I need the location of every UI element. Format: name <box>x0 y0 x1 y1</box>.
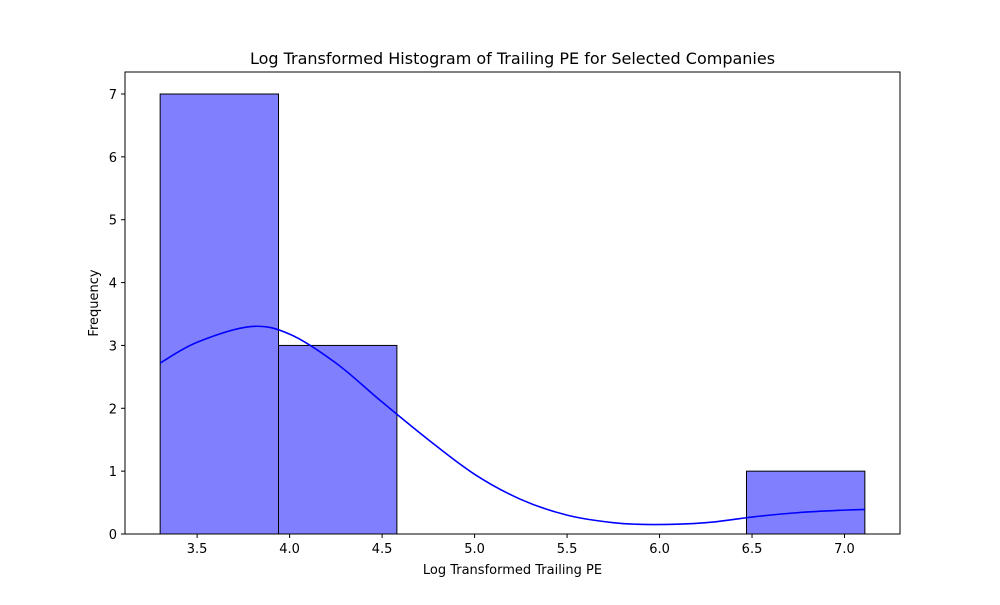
kde-curve <box>159 325 865 526</box>
histogram-bar-1 <box>278 344 398 535</box>
y-axis-ticks: 0 1 2 3 4 5 6 7 <box>109 88 125 543</box>
histogram-bar-5 <box>745 470 866 535</box>
y-tick-label: 0 <box>109 528 117 543</box>
y-tick-label: 7 <box>109 88 117 103</box>
x-tick-label: 3.5 <box>187 542 208 557</box>
x-axis-ticks: 3.5 4.0 4.5 5.0 5.5 6.0 6.5 7.0 <box>187 534 855 557</box>
y-tick-label: 5 <box>109 214 117 229</box>
x-tick-label: 6.5 <box>742 542 763 557</box>
histogram-bar-0 <box>159 93 280 535</box>
x-tick-label: 6.0 <box>649 542 670 557</box>
y-tick-label: 2 <box>109 402 117 417</box>
y-tick-label: 6 <box>109 151 117 166</box>
bars-layer <box>159 93 866 535</box>
x-axis-label: Log Transformed Trailing PE <box>423 563 602 578</box>
y-tick-label: 3 <box>109 339 117 354</box>
x-tick-label: 4.5 <box>372 542 393 557</box>
y-tick-label: 4 <box>109 277 117 292</box>
plot-frame <box>124 71 901 535</box>
x-tick-label: 5.5 <box>557 542 578 557</box>
y-tick-label: 1 <box>109 465 117 480</box>
x-tick-label: 4.0 <box>279 542 300 557</box>
x-tick-label: 7.0 <box>834 542 855 557</box>
x-tick-label: 5.0 <box>464 542 485 557</box>
y-axis-label: Frequency <box>87 269 102 336</box>
kde-layer <box>159 325 865 526</box>
chart-title: Log Transformed Histogram of Trailing PE… <box>250 49 775 68</box>
